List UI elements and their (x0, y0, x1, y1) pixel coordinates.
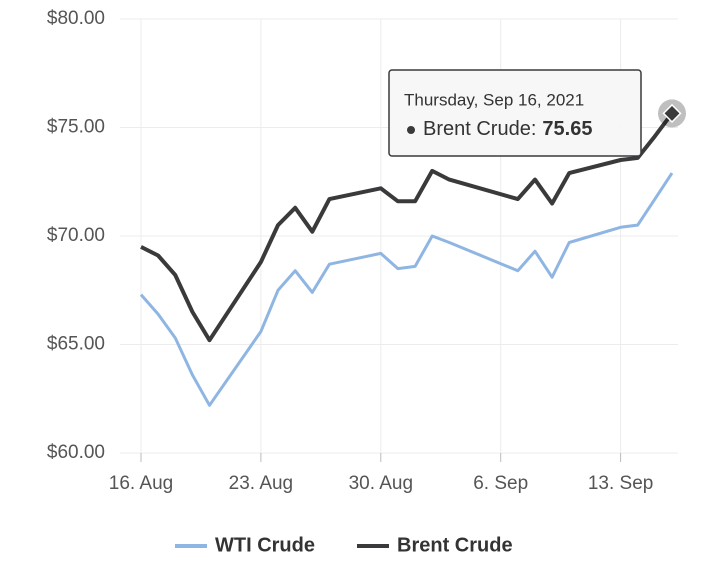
y-tick-label: $70.00 (47, 225, 105, 246)
x-tick-label: 23. Aug (229, 473, 293, 494)
x-tick-label: 6. Sep (473, 473, 528, 494)
tooltip: Thursday, Sep 16, 2021 Brent Crude: 75.65 (388, 69, 686, 157)
lines (139, 112, 674, 407)
tooltip-dot (407, 126, 415, 134)
tooltip-value: 75.65 (542, 118, 592, 140)
tooltip-box (388, 69, 642, 157)
y-tick-label: $65.00 (47, 334, 105, 355)
x-tick-label: 30. Aug (349, 473, 413, 494)
x-tick-label: 13. Sep (588, 473, 654, 494)
series-line (140, 112, 674, 343)
y-tick-label: $80.00 (47, 8, 105, 29)
tooltip-series: Brent Crude: (423, 118, 536, 140)
legend-label[interactable]: WTI Crude (215, 534, 315, 556)
hover-marker (662, 103, 682, 123)
tooltip-label: Brent Crude: 75.65 (423, 118, 592, 140)
series-line (139, 172, 674, 407)
y-tick-label: $60.00 (47, 442, 105, 463)
tooltip-header: Thursday, Sep 16, 2021 (404, 90, 584, 109)
x-tick-label: 16. Aug (109, 473, 173, 494)
y-tick-label: $75.00 (47, 117, 105, 138)
legend-label[interactable]: Brent Crude (397, 534, 513, 556)
legend: WTI Crude Brent Crude (175, 534, 513, 556)
